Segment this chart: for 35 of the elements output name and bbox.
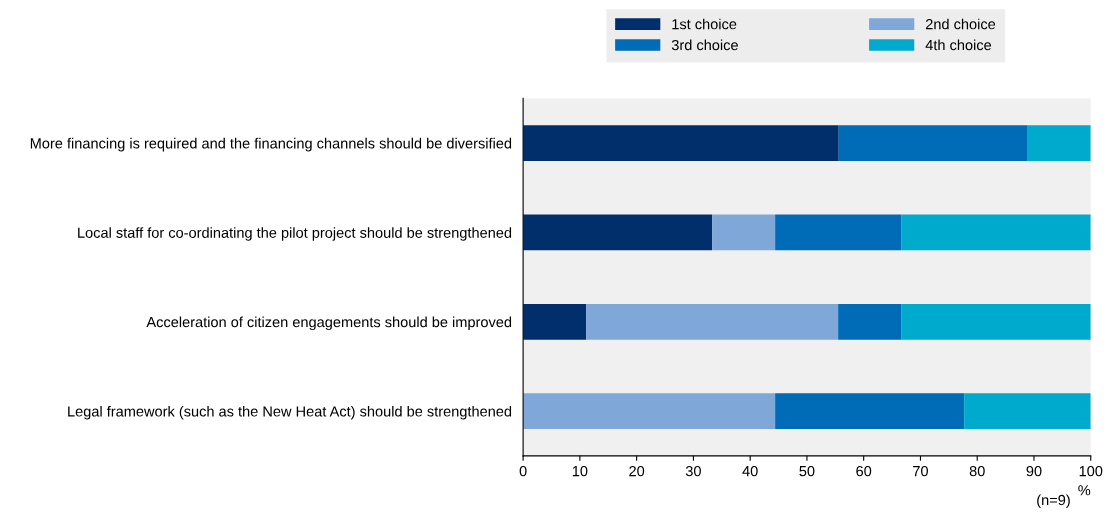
x-tick-label: 100 (1079, 465, 1103, 477)
bar (901, 214, 1091, 251)
x-axis-title: % (1078, 485, 1091, 496)
bar (586, 303, 839, 340)
x-tick-label: 60 (856, 465, 872, 477)
text: (n=9) (1037, 494, 1070, 509)
x-tick-label: 10 (572, 465, 588, 477)
x-tick-label: 50 (799, 465, 815, 477)
bar (838, 303, 902, 340)
x-tick-label: 30 (685, 465, 701, 477)
x-tick-label: 20 (629, 465, 645, 477)
legend-label: 3rd choice (671, 39, 738, 51)
y-tick-label: Legal framework (such as the New Heat Act) should be strengthened (68, 405, 512, 420)
y-tick-label: Acceleration of citizen engagements should be improved (146, 316, 512, 331)
y-tick-label: More financing is required and the financing channels should be diversified (30, 137, 512, 152)
bar (964, 393, 1091, 430)
bar (1027, 125, 1091, 161)
bar (523, 303, 587, 340)
bar (523, 393, 776, 430)
bar (523, 214, 713, 251)
bar (838, 125, 1028, 161)
x-tick-label: 40 (742, 465, 758, 477)
x-tick-label: 90 (1026, 465, 1042, 477)
bar (775, 393, 965, 430)
x-tick-label: 70 (913, 465, 928, 477)
legend-label: 2nd choice (925, 18, 996, 30)
bar (901, 303, 1091, 340)
bar (523, 125, 839, 161)
y-tick-label: Local staff for co-ordinating the pilot project should be strengthened (78, 227, 512, 241)
x-tick-label: 0 (519, 465, 527, 477)
x-tick-label: 80 (969, 465, 985, 477)
legend-label: 1st choice (672, 18, 737, 30)
bar (775, 214, 902, 251)
bar (712, 214, 776, 251)
legend-label: 4th choice (925, 39, 992, 51)
